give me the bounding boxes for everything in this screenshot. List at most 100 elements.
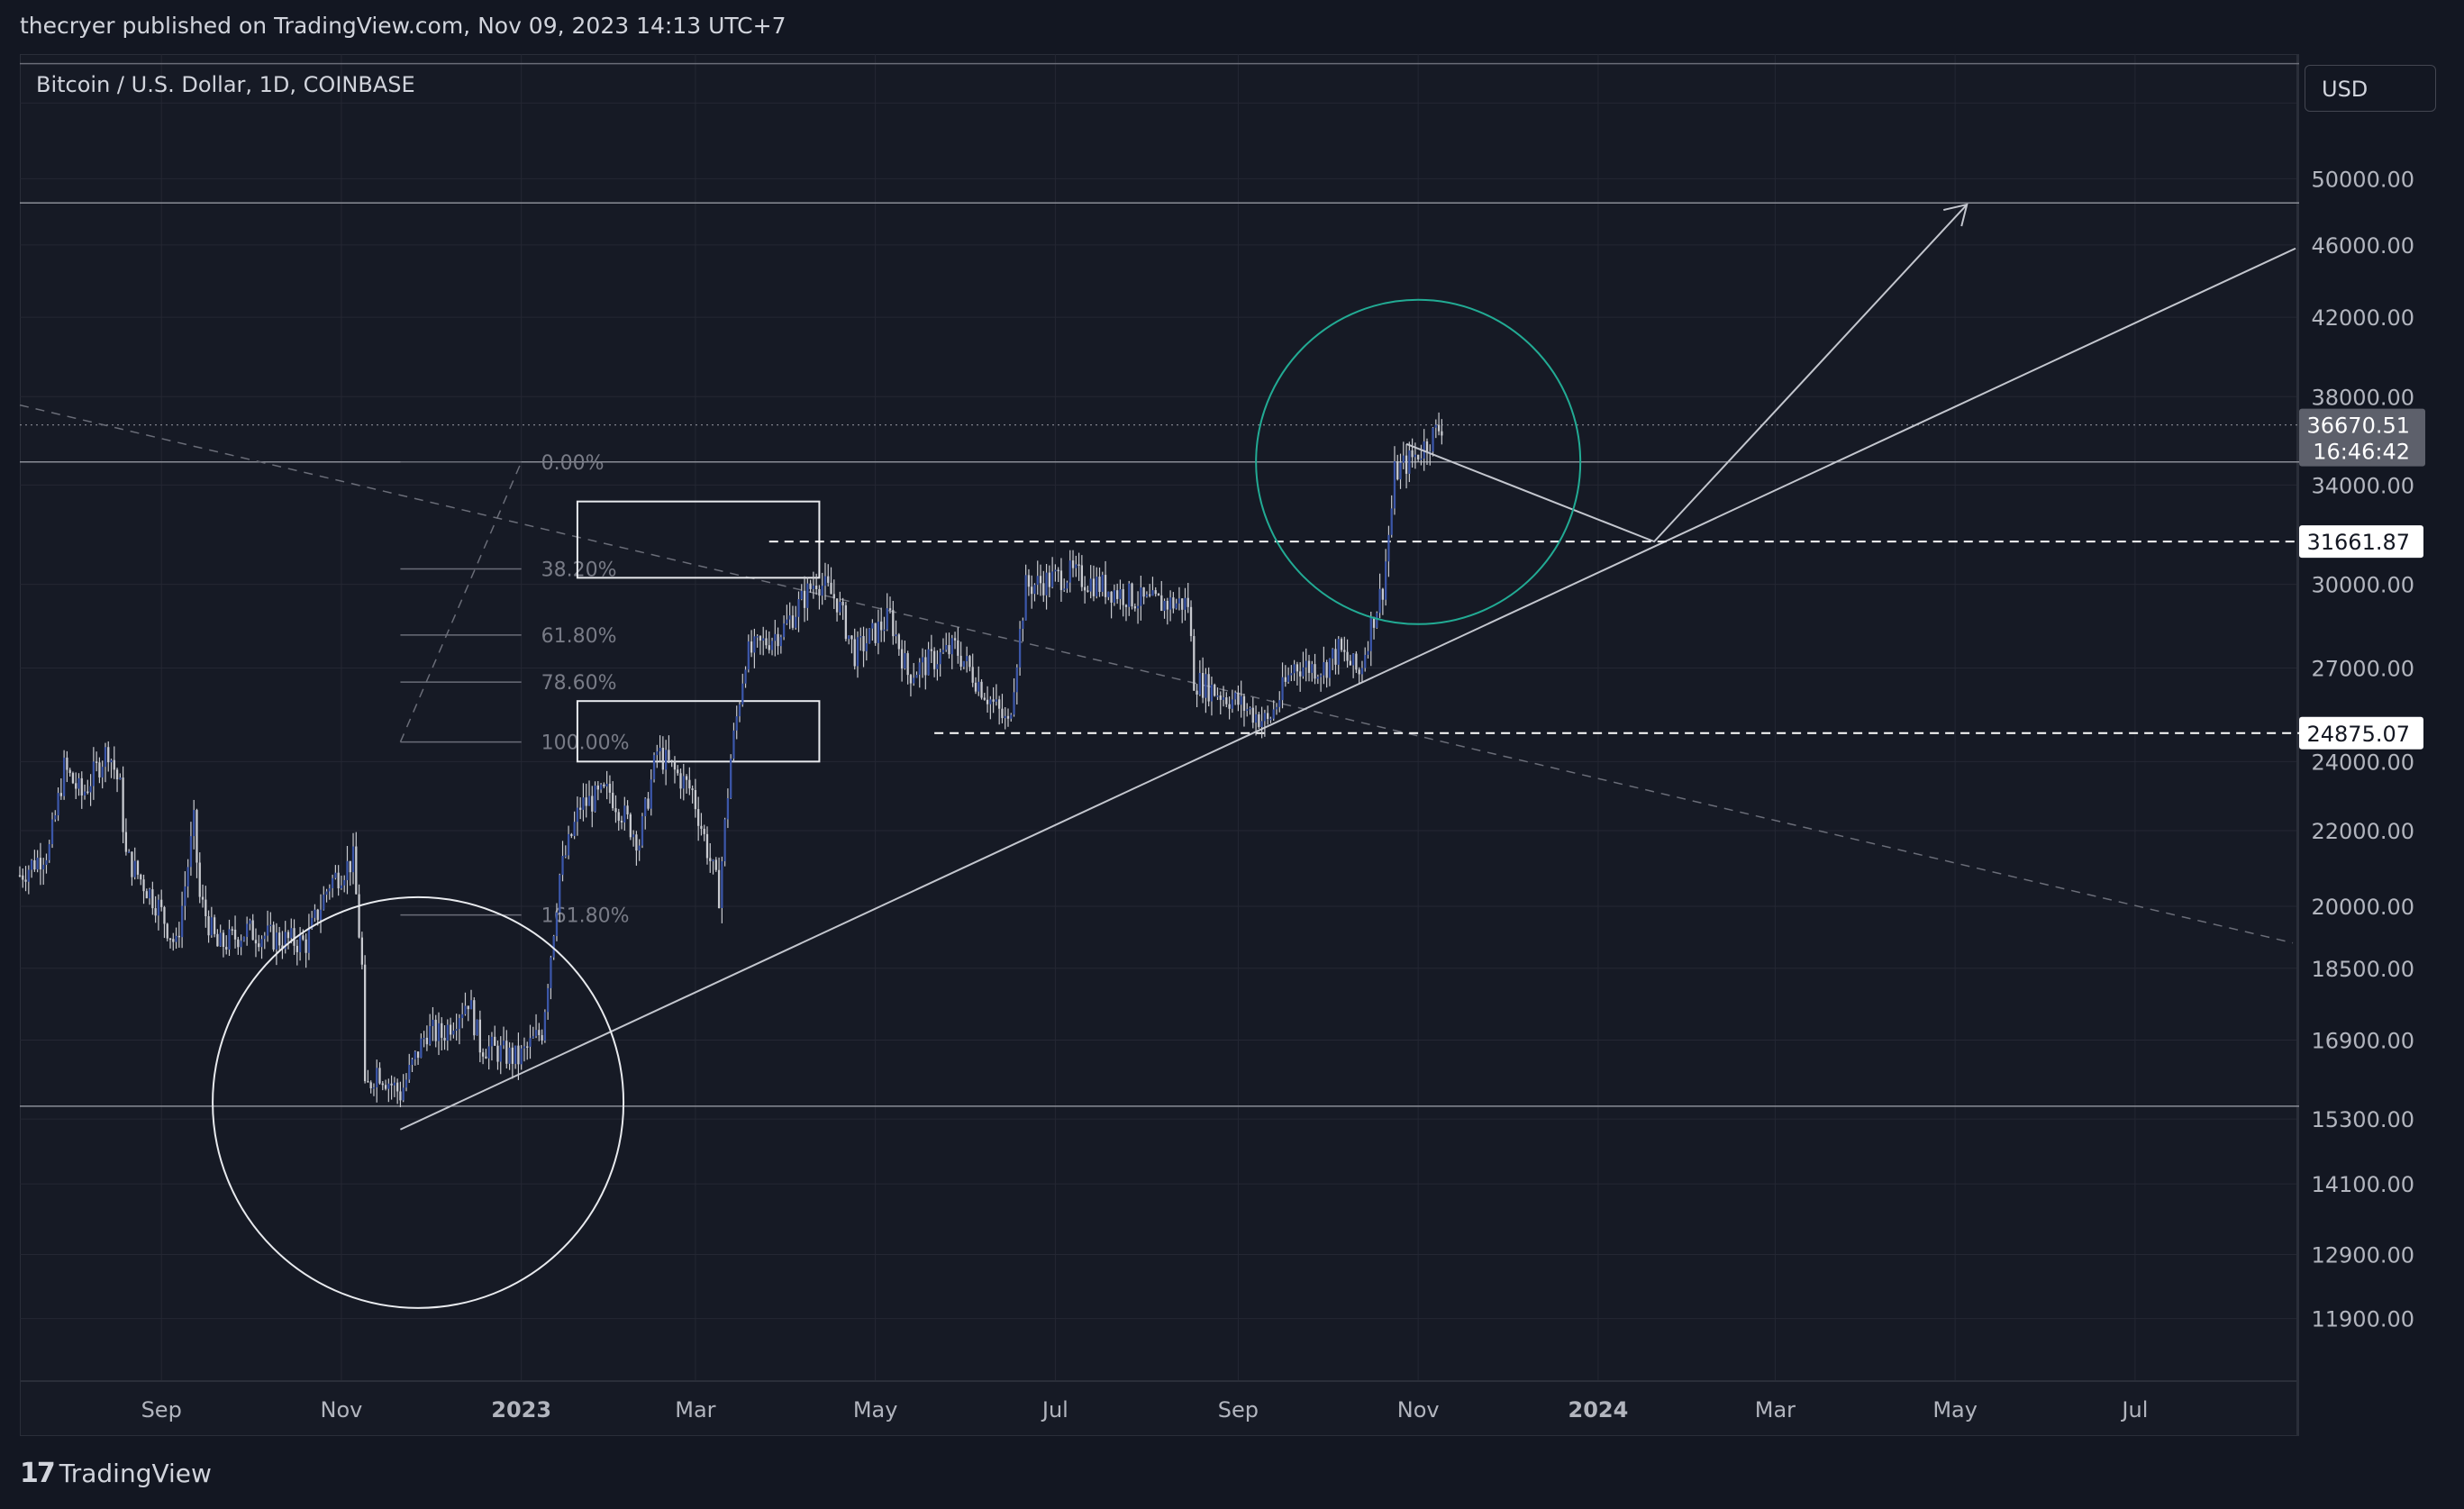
candle-body — [455, 1029, 458, 1032]
y-tick-label: 46000.00 — [2311, 233, 2414, 259]
x-tick-label: Jul — [1041, 1397, 1068, 1423]
candle-body — [848, 635, 850, 640]
candle-body — [198, 862, 201, 897]
candle-body — [626, 805, 629, 814]
candle-body — [86, 791, 89, 794]
candle-body — [1390, 508, 1393, 535]
chart-pane[interactable] — [20, 54, 2299, 1436]
candle-body — [576, 807, 579, 823]
candle-body — [532, 1036, 534, 1039]
candle-body — [986, 699, 989, 705]
candle-body — [1042, 583, 1045, 595]
candle-body — [402, 1087, 405, 1101]
candle-body — [1311, 664, 1314, 673]
candle-body — [930, 649, 933, 651]
candle-body — [42, 864, 45, 870]
candle-body — [573, 822, 576, 836]
candle-body — [414, 1051, 416, 1059]
candle-body — [1349, 660, 1351, 666]
fib-level-label: 100.00% — [541, 732, 630, 755]
candle-body — [948, 645, 950, 655]
candle-body — [1048, 572, 1050, 587]
candle-body — [68, 769, 71, 774]
candle-body — [1307, 660, 1311, 673]
candle-body — [909, 675, 913, 684]
level-price-tag — [2299, 525, 2423, 559]
candle-body — [1216, 695, 1219, 697]
candle-body — [225, 947, 228, 950]
candle-body — [71, 773, 75, 784]
currency-button[interactable]: USD — [2305, 65, 2436, 112]
candle-body — [1343, 650, 1346, 652]
candle-body — [441, 1023, 443, 1038]
candle-body — [54, 815, 57, 820]
candle-body — [1031, 586, 1033, 595]
candle-body — [679, 773, 682, 789]
candle-body — [1396, 461, 1399, 480]
candle-body — [469, 1000, 473, 1010]
candle-body — [360, 937, 364, 965]
candle-body — [888, 608, 892, 611]
candle-body — [945, 645, 948, 650]
candle-body — [307, 928, 311, 953]
candle-body — [1184, 597, 1187, 610]
candle-body — [700, 825, 703, 829]
ascending-trendline — [400, 247, 2296, 1131]
candle-body — [396, 1082, 399, 1092]
candle-body — [550, 957, 552, 988]
candle-body — [932, 650, 936, 669]
candle-body — [323, 895, 325, 910]
candle-body — [142, 879, 145, 892]
candle-body — [77, 777, 80, 789]
candle-body — [543, 1012, 547, 1041]
candle-body — [184, 886, 186, 906]
candle-body — [1337, 639, 1340, 665]
candle-body — [1160, 595, 1163, 612]
candle-body — [1299, 671, 1302, 677]
candle-body — [1083, 586, 1087, 591]
candle-body — [709, 858, 712, 861]
candle-body — [1296, 664, 1299, 672]
candle-body — [1198, 673, 1201, 695]
candle-body — [1290, 673, 1293, 676]
candle-body — [36, 858, 39, 870]
candle-body — [523, 1046, 526, 1049]
candle-body — [1057, 569, 1059, 572]
candle-body — [1122, 589, 1124, 605]
candle-body — [30, 859, 33, 870]
candle-body — [644, 798, 647, 817]
candle-body — [1417, 454, 1420, 459]
candle-body — [812, 586, 815, 589]
candle-body — [1092, 578, 1096, 596]
candle-body — [641, 816, 644, 846]
candle-body — [762, 638, 765, 641]
tradingview-logo[interactable]: 17 TradingView — [20, 1458, 212, 1489]
candle-body — [980, 681, 983, 698]
candle-body — [499, 1045, 502, 1062]
x-tick-label: Nov — [321, 1397, 363, 1423]
candle-body — [363, 964, 367, 1082]
candle-body — [809, 583, 812, 589]
candle-body — [1437, 424, 1441, 432]
candle-body — [1249, 707, 1251, 710]
candle-body — [18, 875, 22, 877]
candle-body — [1196, 690, 1198, 695]
candle-body — [953, 638, 957, 641]
candle-body — [786, 619, 788, 624]
candle-body — [587, 795, 591, 806]
candle-body — [1408, 450, 1411, 474]
candle-body — [429, 1025, 432, 1045]
candle-body — [998, 699, 1001, 709]
candle-body — [726, 797, 730, 820]
candle-body — [900, 649, 904, 669]
candle-body — [750, 641, 753, 653]
candle-body — [927, 649, 930, 676]
candle-body — [791, 615, 795, 628]
candle-body — [1110, 591, 1113, 603]
x-tick-label: May — [1932, 1397, 1978, 1423]
candle-body — [1399, 462, 1402, 480]
candle-body — [939, 652, 941, 665]
candle-body — [559, 875, 561, 913]
candle-body — [1128, 583, 1131, 607]
